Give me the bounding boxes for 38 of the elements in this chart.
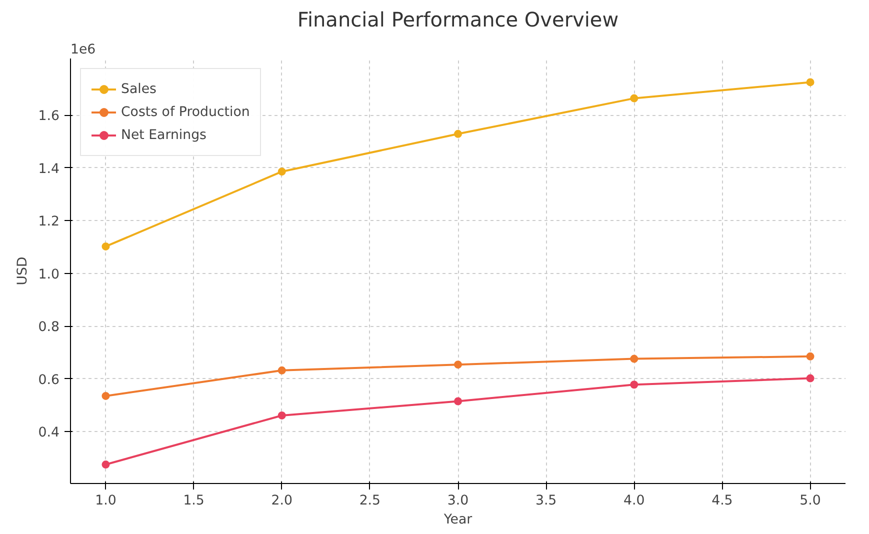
point: [278, 411, 286, 420]
y-tick-label: 1.6: [38, 109, 60, 124]
x-tick-label: 3.5: [535, 494, 557, 508]
point: [630, 380, 638, 389]
point: [630, 94, 638, 102]
x-tick-label: 4.5: [712, 494, 733, 508]
x-tick-label: 1.0: [95, 494, 116, 508]
legend-label: Net Earnings: [121, 128, 206, 142]
x-tick-label: 3.0: [447, 494, 469, 508]
legend-label: Costs of Production: [121, 104, 250, 120]
point: [630, 354, 638, 363]
point: [806, 78, 814, 86]
y-tick-label: 1.2: [38, 214, 60, 230]
x-tick-label: 2.5: [359, 494, 381, 508]
y-tick-label: 0.4: [38, 426, 60, 441]
y-tick-label: 0.6: [38, 372, 60, 388]
point: [454, 397, 462, 406]
y-tick-label: 1.0: [38, 267, 60, 282]
point: [102, 392, 110, 400]
y-tick-label: 0.8: [38, 320, 60, 336]
legend-label: Sales: [121, 82, 156, 96]
point: [806, 374, 814, 382]
y-axis-title: USD: [15, 256, 30, 286]
x-tick-label: 4.0: [624, 494, 645, 508]
point: [806, 352, 814, 360]
point: [102, 242, 110, 250]
point: [278, 366, 286, 374]
point: [454, 360, 462, 369]
point: [102, 460, 110, 469]
chart-title: Financial Performance Overview: [297, 8, 619, 32]
y-tick-label: 1.4: [38, 162, 60, 177]
point: [278, 168, 286, 176]
x-axis-title: Year: [442, 512, 473, 528]
point: [454, 130, 462, 138]
x-tick-label: 1.5: [183, 494, 204, 508]
x-tick-label: 2.0: [271, 494, 292, 508]
x-tick-label: 5.0: [800, 494, 821, 508]
text: 1e6: [70, 42, 96, 58]
